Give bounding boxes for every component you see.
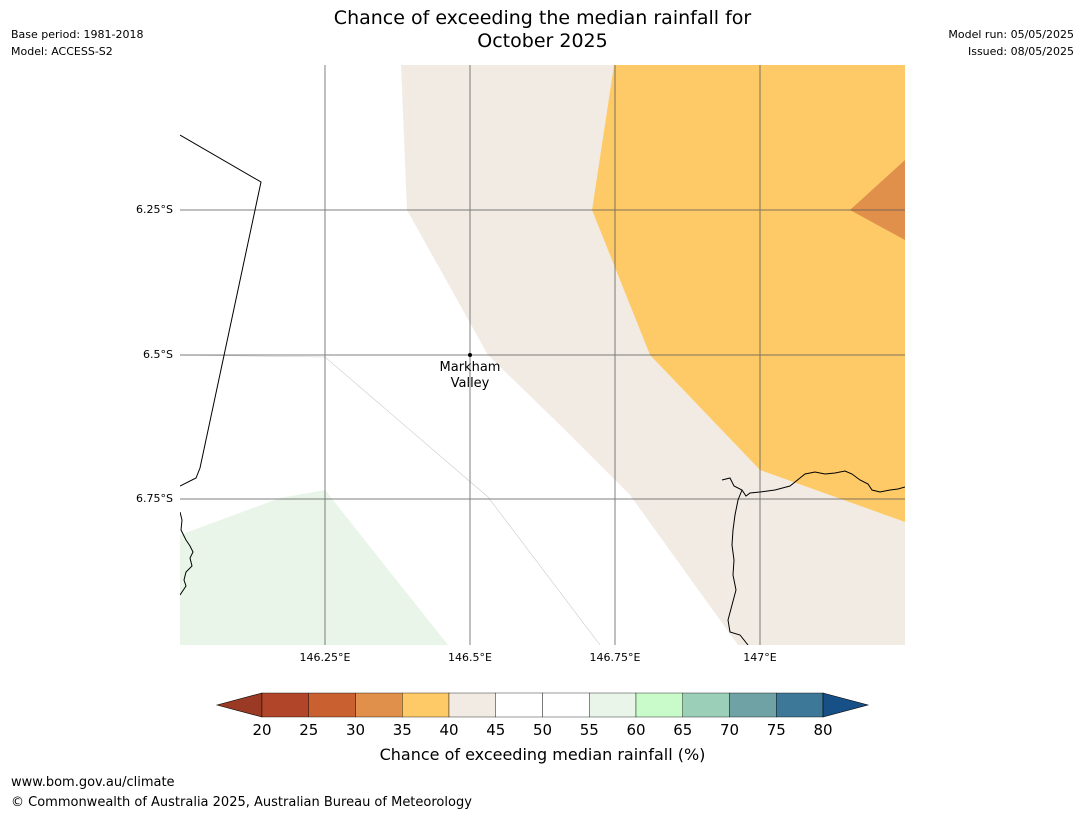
lon-label: 146.25°E — [300, 651, 351, 664]
lat-label: 6.75°S — [136, 492, 173, 505]
contour-line — [180, 354, 601, 645]
lat-label: 6.5°S — [143, 348, 173, 361]
colorbar: 20 25 30 35 40 45 50 55 60 65 70 75 80 — [215, 692, 870, 739]
map-title: Chance of exceeding the median rainfall … — [0, 7, 1085, 53]
colorbar-segment — [635, 692, 683, 718]
colorbar-tick-label: 25 — [299, 721, 318, 739]
base-period-text: Base period: 1981-2018 — [11, 28, 144, 41]
model-run-text: Model run: 05/05/2025 — [948, 28, 1074, 41]
footer-url: www.bom.gov.au/climate — [11, 775, 175, 790]
colorbar-tick-label: 75 — [767, 721, 786, 739]
issued-text: Issued: 08/05/2025 — [967, 45, 1074, 58]
colorbar-tick-label: 70 — [720, 721, 739, 739]
map-area — [180, 65, 905, 645]
province-boundary — [180, 134, 262, 487]
colorbar-tick-label: 65 — [673, 721, 692, 739]
coastline-river — [727, 489, 749, 645]
colorbar-segment — [682, 692, 730, 718]
coastline-east — [721, 470, 905, 497]
colorbar-tick-label: 30 — [346, 721, 365, 739]
colorbar-tick-label: 35 — [393, 721, 412, 739]
graticule — [180, 65, 905, 645]
lat-label: 6.25°S — [136, 203, 173, 216]
colorbar-arrow-high — [822, 692, 870, 718]
header-left: Base period: 1981-2018 Model: ACCESS-S2 — [11, 26, 143, 60]
footer-copyright: © Commonwealth of Australia 2025, Austra… — [11, 795, 472, 810]
model-text: Model: ACCESS-S2 — [11, 45, 113, 58]
lon-label: 146.5°E — [448, 651, 492, 664]
colorbar-tick-label: 55 — [580, 721, 599, 739]
zone-55-60 — [180, 490, 448, 645]
header-right: Model run: 05/05/2025 Issued: 08/05/2025 — [948, 26, 1074, 60]
colorbar-tick-label: 60 — [626, 721, 645, 739]
colorbar-segment — [776, 692, 824, 718]
title-line-1: Chance of exceeding the median rainfall … — [333, 7, 752, 29]
colorbar-segment — [495, 692, 543, 718]
zone-30-35 — [850, 160, 905, 240]
place-label-line-2: Valley — [451, 376, 490, 391]
title-line-2: October 2025 — [477, 30, 608, 52]
colorbar-tick-label: 45 — [486, 721, 505, 739]
colorbar-segment — [729, 692, 777, 718]
colorbar-segment — [355, 692, 403, 718]
colorbar-tick-label: 20 — [252, 721, 271, 739]
colorbar-tick-label: 80 — [813, 721, 832, 739]
zone-35-40 — [592, 65, 905, 522]
lon-label: 146.75°E — [590, 651, 641, 664]
colorbar-segment — [542, 692, 590, 718]
colorbar-tick-label: 50 — [533, 721, 552, 739]
colorbar-segment — [448, 692, 496, 718]
colorbar-label: Chance of exceeding median rainfall (%) — [379, 745, 706, 764]
location-marker — [468, 353, 472, 357]
colorbar-segment — [402, 692, 450, 718]
lon-label: 147°E — [743, 651, 776, 664]
colorbar-segment — [261, 692, 309, 718]
place-label-line-1: Markham — [440, 360, 501, 375]
colorbar-arrow-low — [215, 692, 263, 718]
colorbar-segment — [589, 692, 637, 718]
coastline-west — [180, 511, 194, 596]
colorbar-tick-label: 40 — [439, 721, 458, 739]
colorbar-segment — [308, 692, 356, 718]
